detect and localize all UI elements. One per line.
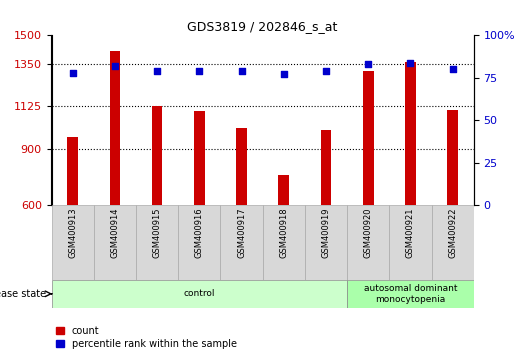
Bar (136, 205, 178, 280)
Bar (52, 280, 347, 308)
Text: GSM400914: GSM400914 (110, 207, 119, 258)
Bar (405, 62, 416, 205)
Text: GSM400919: GSM400919 (321, 207, 331, 258)
Text: GSM400913: GSM400913 (68, 207, 77, 258)
Bar (178, 205, 220, 280)
Point (280, 72, 288, 77)
Bar (194, 111, 204, 205)
Bar (94, 205, 136, 280)
Bar (347, 280, 474, 308)
Point (449, 67, 457, 72)
Text: GSM400922: GSM400922 (448, 207, 457, 258)
Text: autosomal dominant
monocytopenia: autosomal dominant monocytopenia (364, 284, 457, 303)
Bar (220, 205, 263, 280)
Bar (305, 205, 347, 280)
Point (406, 60, 415, 65)
Bar (279, 175, 289, 205)
Text: GSM400920: GSM400920 (364, 207, 373, 258)
Point (237, 68, 246, 74)
Bar (363, 71, 373, 205)
Bar (321, 130, 331, 205)
Text: GSM400915: GSM400915 (152, 207, 162, 258)
Bar (389, 205, 432, 280)
Bar (448, 110, 458, 205)
Bar (432, 205, 474, 280)
Text: GSM400918: GSM400918 (279, 207, 288, 258)
Text: disease state: disease state (0, 289, 46, 299)
Bar (110, 51, 120, 205)
Bar (52, 205, 94, 280)
Text: GSM400921: GSM400921 (406, 207, 415, 258)
Bar (347, 205, 389, 280)
Bar (263, 205, 305, 280)
Bar (236, 128, 247, 205)
Title: GDS3819 / 202846_s_at: GDS3819 / 202846_s_at (187, 20, 338, 33)
Point (364, 62, 372, 67)
Point (322, 68, 330, 74)
Legend: count, percentile rank within the sample: count, percentile rank within the sample (56, 326, 237, 349)
Point (153, 68, 161, 74)
Text: GSM400916: GSM400916 (195, 207, 204, 258)
Text: GSM400917: GSM400917 (237, 207, 246, 258)
Bar (67, 137, 78, 205)
Point (195, 68, 203, 74)
Bar (152, 106, 162, 205)
Point (111, 63, 119, 69)
Text: control: control (183, 289, 215, 298)
Point (68, 70, 77, 76)
